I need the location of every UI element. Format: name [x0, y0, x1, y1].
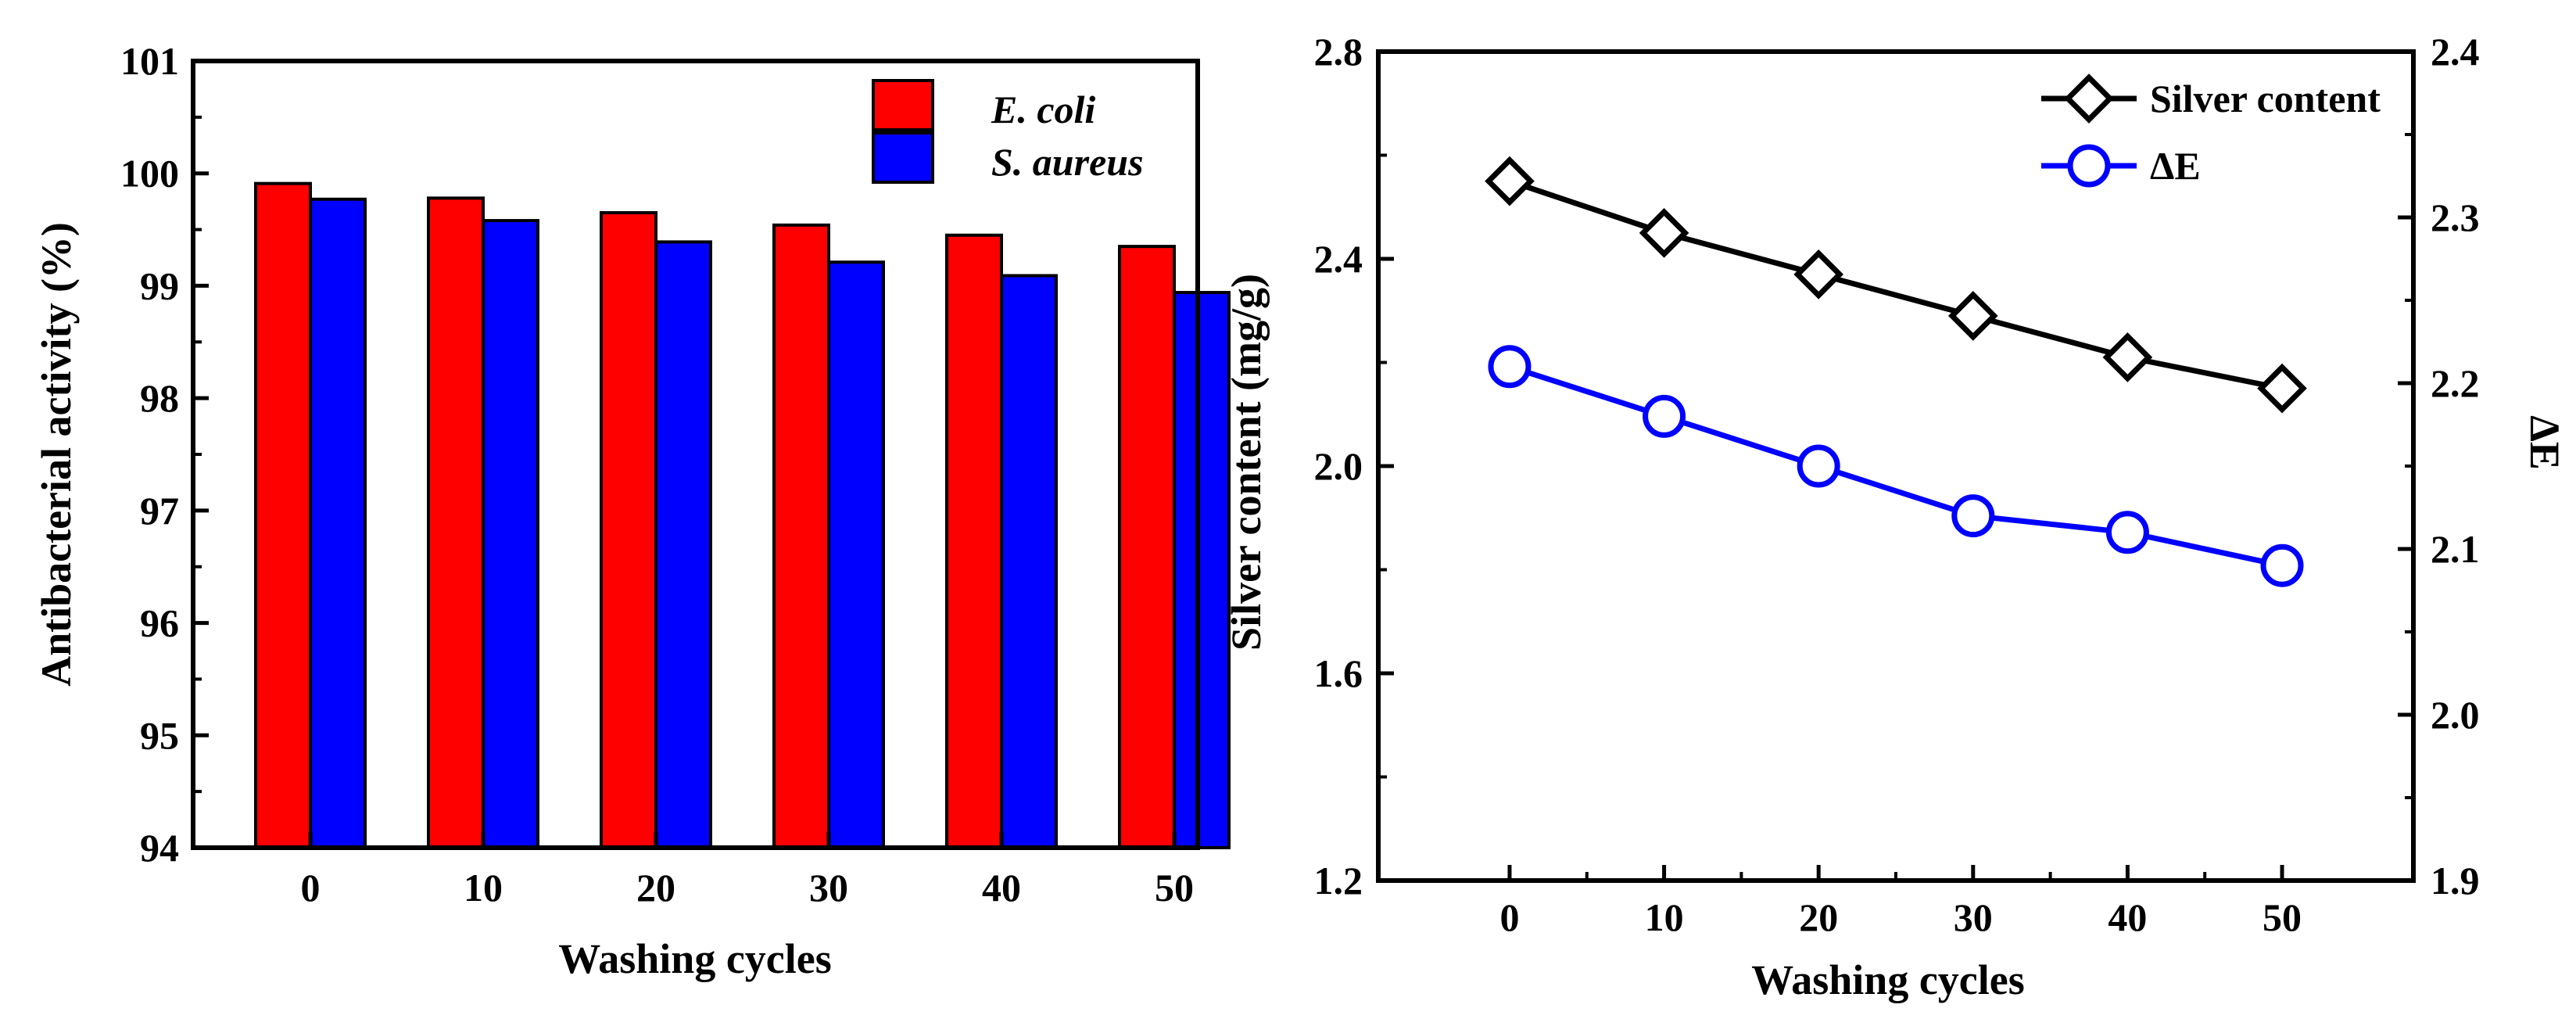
- line-y-left-tick-label: 1.2: [1314, 859, 1363, 902]
- bar-e-coli-20: [600, 211, 657, 849]
- bar-e-coli-50: [1118, 245, 1176, 849]
- line-x-tick-label: 20: [1799, 895, 1838, 939]
- line-y-right-ticks: 1.9 2.0 2.1 2.2 2.3 2.4: [2398, 30, 2480, 902]
- line-chart: 1.2 1.6 2.0 2.4 2.8 1.9 2.0 2.1 2.2 2.3 2.4 0 10 20…: [1223, 30, 2568, 1003]
- bar-x-axis-label: Washing cycles: [558, 935, 832, 982]
- line-y-right-tick-label: 2.4: [2431, 30, 2480, 74]
- bar-legend: E. coli S. aureus: [872, 79, 1144, 184]
- bar-e-coli-0: [254, 181, 312, 850]
- line-silver-content: [1508, 178, 2283, 392]
- bar-x-tick-label: 40: [982, 866, 1021, 909]
- line-y-left-tick-label: 2.0: [1314, 444, 1363, 488]
- legend-label-deltae: ΔE: [2150, 144, 2201, 188]
- line-y-left-ticks: 1.2 1.6 2.0 2.4 2.8: [1314, 30, 1394, 902]
- bar-x-tick-label: 0: [301, 866, 321, 909]
- line-y-left-axis-label: Silver content (mg/g): [1223, 274, 1270, 651]
- point-e-30: [1951, 494, 1995, 538]
- point-silver-content-40: [2102, 332, 2153, 382]
- bar-chart: 94 95 96 97 98 99 100 101 0 10 20 30 40 50 Antibacte…: [33, 39, 1231, 982]
- bar-y-tick-label: 96: [140, 601, 179, 645]
- line-y-right-axis-label: ΔE: [2521, 415, 2568, 470]
- legend-marker-diamond: [2064, 74, 2114, 124]
- legend-marker-circle: [2067, 144, 2111, 188]
- legend-label-silver: Silver content: [2150, 77, 2381, 120]
- line-x-tick-label: 10: [1645, 895, 1684, 939]
- line-x-axis-label: Washing cycles: [1751, 956, 2025, 1003]
- bar-x-tick-label: 50: [1155, 866, 1194, 909]
- bar-x-ticks: 0 10 20 30 40 50: [301, 832, 1194, 909]
- bar-y-tick-label: 95: [140, 713, 179, 757]
- point-silver-content-0: [1485, 156, 1535, 206]
- bar-s-aureus-40: [1000, 274, 1058, 850]
- line-x-ticks: 0 10 20 30 40 50: [1499, 865, 2302, 939]
- bar-y-tick-label: 97: [140, 489, 179, 533]
- legend-label-saureus: S. aureus: [991, 140, 1144, 184]
- bar-x-tick-label: 10: [464, 866, 503, 909]
- bar-y-tick-label: 98: [140, 376, 179, 420]
- bar-y-axis-label: Antibacterial activity (%): [33, 222, 80, 687]
- legend-swatch-saureus: [872, 131, 934, 184]
- line-y-left-tick-label: 2.8: [1314, 30, 1363, 74]
- line-x-tick-label: 30: [1954, 895, 1993, 939]
- bar-x-tick-label: 20: [636, 866, 675, 909]
- point-silver-content-20: [1793, 249, 1844, 300]
- line-y-right-tick-label: 2.0: [2431, 693, 2480, 737]
- legend-swatch-ecoli: [872, 79, 934, 131]
- line-y-right-tick-label: 2.1: [2431, 527, 2480, 571]
- point-silver-content-10: [1639, 208, 1689, 258]
- bar-y-tick-label: 94: [140, 826, 179, 870]
- line-y-right-tick-label: 2.3: [2431, 196, 2480, 239]
- point-e-50: [2260, 543, 2304, 587]
- point-e-40: [2105, 511, 2149, 554]
- bar-e-coli-30: [772, 223, 830, 849]
- line-y-left-tick-label: 1.6: [1314, 651, 1363, 695]
- line-x-tick-label: 0: [1499, 895, 1519, 939]
- line-e: [1508, 364, 2283, 569]
- bar-y-tick-label: 101: [120, 39, 179, 83]
- point-e-20: [1797, 444, 1840, 488]
- line-plot-frame: [1376, 49, 2416, 883]
- legend-label-ecoli: E. coli: [991, 88, 1095, 131]
- point-silver-content-30: [1947, 291, 1998, 341]
- line-y-right-tick-label: 2.2: [2431, 361, 2480, 405]
- point-e-0: [1488, 345, 1532, 389]
- bar-e-coli-40: [945, 233, 1003, 849]
- bar-y-ticks: 94 95 96 97 98 99 100 101: [120, 39, 209, 870]
- bar-y-tick-label: 99: [140, 264, 179, 307]
- bar-series-group: [254, 181, 1231, 850]
- bar-s-aureus-50: [1173, 291, 1231, 849]
- bar-y-tick-label: 100: [120, 152, 179, 196]
- bar-s-aureus-30: [827, 260, 885, 849]
- bar-x-tick-label: 30: [809, 866, 848, 909]
- line-legend: Silver content ΔE: [2041, 74, 2381, 188]
- bar-s-aureus-0: [309, 197, 367, 850]
- line-y-right-tick-label: 1.9: [2431, 859, 2480, 902]
- bar-s-aureus-10: [482, 219, 539, 849]
- line-x-tick-label: 50: [2263, 895, 2302, 939]
- line-series-group: [1485, 156, 2307, 587]
- point-silver-content-50: [2257, 363, 2307, 414]
- point-e-10: [1643, 394, 1686, 438]
- bar-s-aureus-20: [654, 240, 712, 849]
- line-y-left-tick-label: 2.4: [1314, 237, 1363, 281]
- line-x-tick-label: 40: [2108, 895, 2147, 939]
- bar-e-coli-10: [427, 196, 485, 849]
